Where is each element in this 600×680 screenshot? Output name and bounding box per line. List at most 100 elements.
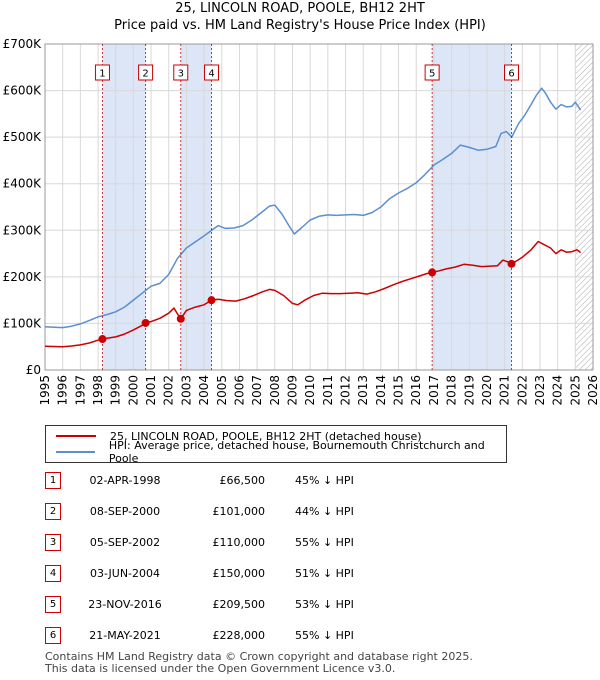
- sale-point: [98, 335, 107, 344]
- legend-property-swatch: [56, 435, 96, 437]
- sale-row: 2 08-SEP-2000 £101,000 44% ↓ HPI: [45, 503, 405, 521]
- sale-number-badge: 3: [45, 534, 61, 551]
- y-tick-label: £500K: [3, 130, 43, 144]
- sale-number-badge: 4: [45, 565, 61, 582]
- x-tick-label: 2025: [568, 375, 582, 406]
- sale-price: £209,500: [212, 598, 266, 611]
- y-tick-label: £600K: [3, 84, 43, 98]
- sale-price: £101,000: [212, 505, 266, 518]
- sale-price: £150,000: [212, 567, 266, 580]
- x-tick-label: 2023: [533, 375, 547, 406]
- y-tick-label: £0: [26, 363, 41, 377]
- chart-title: 25, LINCOLN ROAD, POOLE, BH12 2HT Price …: [0, 0, 600, 34]
- sale-number-label: 4: [208, 69, 214, 80]
- legend-item-hpi: HPI: Average price, detached house, Bour…: [56, 439, 506, 465]
- sale-number-label: 2: [142, 69, 148, 80]
- shaded-period: [432, 44, 512, 370]
- sale-date: 05-SEP-2002: [89, 536, 161, 549]
- price-chart: £0 £100K £200K £300K £400K £500K £600K £700K 199…: [3, 38, 600, 406]
- sale-number-box: [504, 64, 520, 81]
- sale-point: [428, 268, 437, 277]
- x-tick-label: 1999: [109, 375, 123, 406]
- x-tick-label: 1995: [38, 375, 52, 406]
- sale-number-badge: 6: [45, 627, 61, 644]
- sale-point: [141, 318, 150, 327]
- x-tick-label: 2001: [144, 375, 158, 406]
- sale-hpi-diff: 53% ↓ HPI: [295, 598, 354, 611]
- footer-note: Contains HM Land Registry data © Crown c…: [45, 651, 473, 675]
- sale-point: [176, 314, 185, 323]
- y-tick-label: £100K: [3, 316, 43, 330]
- x-tick-label: 2006: [232, 375, 246, 406]
- sale-number-box: [173, 64, 189, 81]
- sale-number-box: [204, 64, 220, 81]
- sale-price: £228,000: [212, 629, 266, 642]
- sale-hpi-diff: 55% ↓ HPI: [295, 536, 354, 549]
- sale-number-label: 5: [429, 69, 435, 80]
- forecast-hatch: [575, 44, 593, 370]
- chart-title-line1: 25, LINCOLN ROAD, POOLE, BH12 2HT: [175, 1, 425, 16]
- y-tick-label: £200K: [3, 270, 43, 284]
- sale-date: 03-JUN-2004: [89, 567, 161, 580]
- sale-number-box: [138, 64, 154, 81]
- sale-row: 4 03-JUN-2004 £150,000 51% ↓ HPI: [45, 565, 405, 583]
- legend-hpi-swatch: [56, 451, 95, 453]
- shaded-period: [180, 44, 212, 370]
- sale-date: 08-SEP-2000: [89, 505, 161, 518]
- x-tick-label: 2011: [321, 375, 335, 406]
- x-tick-label: 2002: [162, 375, 176, 406]
- x-tick-label: 2015: [392, 375, 406, 406]
- y-tick-label: £400K: [3, 177, 43, 191]
- sale-price: £66,500: [219, 474, 266, 487]
- sale-number-label: 3: [178, 69, 184, 80]
- x-tick-label: 1998: [91, 375, 105, 406]
- plot-frame: [44, 43, 594, 371]
- sale-row: 6 21-MAY-2021 £228,000 55% ↓ HPI: [45, 627, 405, 645]
- x-tick-label: 2022: [515, 375, 529, 406]
- sale-row: 1 02-APR-1998 £66,500 45% ↓ HPI: [45, 472, 405, 490]
- y-tick-label: £700K: [3, 38, 43, 51]
- legend-item-property: 25, LINCOLN ROAD, POOLE, BH12 2HT (detac…: [56, 428, 422, 444]
- x-tick-label: 2004: [197, 375, 211, 406]
- x-tick-label: 1996: [56, 375, 70, 406]
- x-tick-label: 2019: [462, 375, 476, 406]
- sale-number-badge: 1: [45, 472, 61, 489]
- sale-hpi-diff: 45% ↓ HPI: [295, 474, 354, 487]
- x-tick-label: 2008: [268, 375, 282, 406]
- sale-date: 02-APR-1998: [89, 474, 161, 487]
- legend-hpi-label: HPI: Average price, detached house, Bour…: [108, 439, 485, 465]
- sale-price: £110,000: [212, 536, 266, 549]
- sale-point: [507, 259, 516, 268]
- shaded-period: [102, 44, 146, 370]
- x-tick-label: 2017: [427, 375, 441, 406]
- x-tick-label: 2005: [215, 375, 229, 406]
- sale-hpi-diff: 51% ↓ HPI: [295, 567, 354, 580]
- sale-number-badge: 5: [45, 596, 61, 613]
- sale-number-badge: 2: [45, 503, 61, 520]
- x-tick-label: 2018: [445, 375, 459, 406]
- footer-line2: This data is licensed under the Open Gov…: [45, 662, 396, 675]
- sale-row: 5 23-NOV-2016 £209,500 53% ↓ HPI: [45, 596, 405, 614]
- sale-number-box: [94, 64, 110, 81]
- x-tick-label: 2009: [285, 375, 299, 406]
- hpi-line: [44, 87, 582, 329]
- chart-title-line2: Price paid vs. HM Land Registry's House …: [114, 18, 486, 33]
- x-tick-label: 2010: [303, 375, 317, 406]
- x-tick-label: 2020: [480, 375, 494, 406]
- x-tick-label: 2007: [250, 375, 264, 406]
- sale-row: 3 05-SEP-2002 £110,000 55% ↓ HPI: [45, 534, 405, 552]
- x-tick-label: 2026: [586, 375, 600, 406]
- sale-number-box: [424, 64, 440, 81]
- x-tick-label: 2013: [356, 375, 370, 406]
- x-tick-label: 2014: [374, 375, 388, 406]
- footer-line1: Contains HM Land Registry data © Crown c…: [45, 650, 473, 663]
- sale-number-label: 1: [99, 69, 105, 80]
- x-tick-label: 2000: [126, 375, 140, 406]
- legend-property-label: 25, LINCOLN ROAD, POOLE, BH12 2HT (detac…: [110, 429, 422, 443]
- x-tick-label: 2012: [339, 375, 353, 406]
- sale-hpi-diff: 44% ↓ HPI: [295, 505, 354, 518]
- x-tick-label: 2024: [551, 375, 565, 406]
- x-tick-label: 2003: [179, 375, 193, 406]
- x-tick-label: 2021: [498, 375, 512, 406]
- x-tick-label: 2016: [409, 375, 423, 406]
